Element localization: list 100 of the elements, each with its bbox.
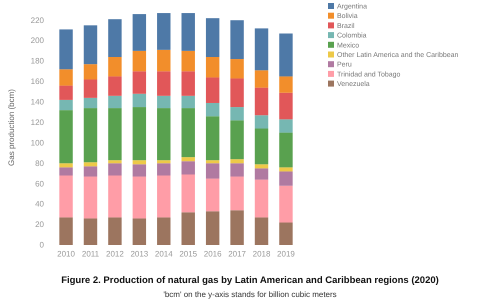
bar	[59, 29, 73, 70]
y-tick-label: 20	[35, 220, 45, 230]
bar	[230, 20, 244, 60]
bar	[206, 116, 220, 160]
bar	[279, 171, 293, 186]
bar	[182, 212, 195, 245]
bar	[230, 176, 244, 210]
x-tick-label: 2017	[228, 250, 247, 259]
bar	[84, 218, 98, 245]
bar	[132, 164, 146, 177]
bar	[254, 168, 268, 180]
bar	[206, 163, 220, 179]
y-tick-label: 40	[35, 200, 45, 209]
y-axis-title: Gas production (bcm)	[7, 88, 16, 166]
bar	[108, 76, 122, 96]
y-tick-label: 140	[30, 98, 45, 107]
y-tick-label: 0	[40, 240, 45, 250]
bar	[254, 28, 268, 70]
bar	[108, 57, 122, 76]
bar	[254, 70, 268, 88]
bar	[230, 210, 244, 245]
bar	[108, 176, 122, 218]
x-tick-label: 2018	[252, 250, 271, 259]
bar	[108, 217, 122, 245]
bar	[254, 115, 268, 129]
bar	[157, 96, 170, 108]
bar	[182, 13, 195, 51]
bar	[132, 94, 146, 108]
bar	[279, 186, 293, 223]
bar	[132, 218, 146, 245]
bar	[230, 163, 244, 177]
bar	[230, 120, 244, 160]
bar	[230, 107, 244, 120]
bar	[59, 110, 73, 164]
x-tick-label: 2010	[57, 250, 76, 259]
bar	[108, 163, 122, 176]
y-tick-label: 180	[30, 56, 45, 66]
bar	[182, 174, 195, 212]
bar	[132, 176, 146, 218]
y-tick-label: 60	[35, 179, 45, 188]
bar	[108, 19, 122, 57]
bar	[132, 107, 146, 160]
bar	[108, 108, 122, 160]
bar	[84, 176, 98, 218]
bar	[157, 50, 170, 72]
bar	[157, 13, 170, 50]
bar	[84, 79, 98, 98]
bar	[254, 180, 268, 218]
bar	[279, 167, 293, 172]
bar	[59, 163, 73, 168]
x-tick-label: 2019	[277, 250, 296, 259]
bar	[84, 64, 98, 80]
y-tick-label: 80	[35, 158, 45, 168]
bar	[84, 98, 98, 108]
y-tick-label: 120	[30, 118, 45, 127]
bar	[84, 25, 98, 64]
bar	[59, 86, 73, 100]
bar	[254, 128, 268, 164]
bar	[157, 160, 170, 164]
bar	[206, 211, 220, 245]
bar	[84, 108, 98, 162]
bar	[157, 163, 170, 176]
bar	[206, 160, 220, 164]
bar	[132, 14, 146, 51]
bar	[182, 50, 195, 72]
y-tick-label: 220	[30, 16, 45, 25]
y-tick-label: 200	[30, 36, 45, 46]
bar	[157, 108, 170, 160]
bar	[59, 217, 73, 245]
y-tick-label: 160	[30, 77, 45, 86]
bar	[59, 100, 73, 110]
bar	[279, 34, 293, 76]
x-tick-label: 2014	[154, 250, 174, 259]
bar	[206, 57, 220, 78]
bar	[206, 77, 220, 103]
bar	[230, 159, 244, 164]
bar	[279, 119, 293, 133]
bar	[157, 71, 170, 96]
bar	[230, 59, 244, 78]
bar	[182, 71, 195, 96]
x-tick-label: 2013	[130, 250, 149, 259]
bar	[206, 18, 220, 57]
bar	[279, 92, 293, 120]
x-tick-label: 2016	[204, 250, 222, 259]
bar	[132, 160, 146, 164]
x-tick-label: 2015	[179, 250, 198, 259]
bar	[84, 162, 98, 166]
bar	[279, 76, 293, 93]
bar	[59, 167, 73, 176]
bar	[182, 96, 195, 108]
x-tick-label: 2012	[106, 250, 124, 259]
bar	[132, 50, 146, 72]
bar	[254, 88, 268, 116]
bar	[59, 176, 73, 218]
bar	[254, 217, 268, 245]
y-tick-label: 100	[30, 138, 45, 148]
bar	[84, 166, 98, 177]
bar	[182, 161, 195, 174]
bar	[132, 71, 146, 94]
bar	[59, 69, 73, 86]
